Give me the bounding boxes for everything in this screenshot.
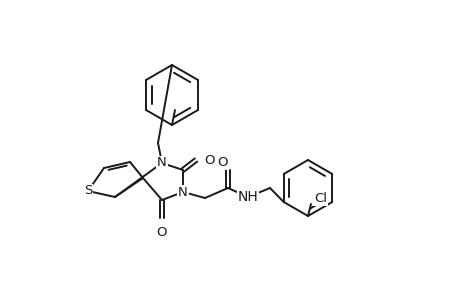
Text: O: O <box>217 157 228 169</box>
Text: Cl: Cl <box>313 193 326 206</box>
Text: NH: NH <box>237 190 258 204</box>
Text: N: N <box>178 185 187 199</box>
Text: S: S <box>84 184 92 197</box>
Text: N: N <box>157 157 167 169</box>
Text: O: O <box>157 226 167 239</box>
Text: O: O <box>203 154 214 166</box>
